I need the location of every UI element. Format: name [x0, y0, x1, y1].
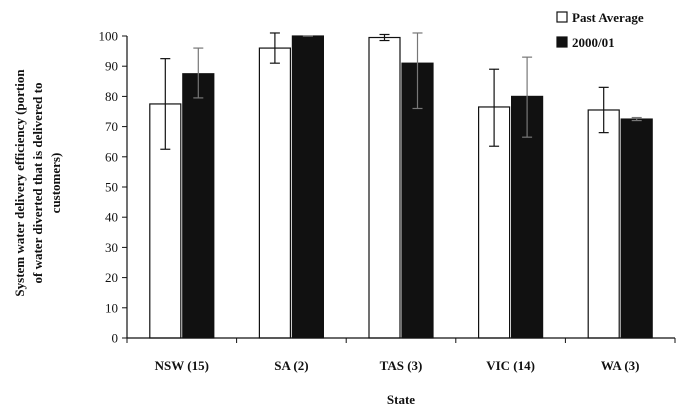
- bar-2000-01: [620, 118, 653, 339]
- y-tick-label: 70: [105, 119, 118, 134]
- x-axis-title: State: [387, 392, 415, 407]
- x-tick-label: NSW (15): [155, 358, 209, 373]
- bar-2000-01: [511, 95, 544, 339]
- x-tick-label: VIC (14): [486, 358, 535, 373]
- y-tick-label: 0: [112, 331, 119, 346]
- axes: 0 10 20 30 40 50 60 70 80 90 100 NSW (15) SA (2) TAS …: [99, 29, 676, 373]
- y-tick-label: 40: [105, 210, 118, 225]
- legend-swatch: [556, 36, 568, 48]
- axis-titles: State System water delivery efficiency (p…: [12, 69, 415, 407]
- y-axis-title-line: of water diverted that is delivered to: [30, 83, 45, 284]
- x-tick-label: WA (3): [601, 358, 640, 373]
- y-axis-title-line: System water delivery efficiency (portio…: [12, 69, 27, 297]
- x-tick-label: TAS (3): [380, 358, 423, 373]
- y-tick-label: 20: [105, 270, 118, 285]
- y-tick-label: 90: [105, 59, 118, 74]
- legend-swatch: [556, 11, 568, 23]
- bar-2000-01: [291, 35, 324, 339]
- y-tick-label: 10: [105, 300, 118, 315]
- y-tick-label: 50: [105, 180, 118, 195]
- legend: Past Average 2000/01: [556, 10, 644, 50]
- y-axis-title-line: customers): [48, 153, 63, 214]
- y-tick-label: 30: [105, 240, 118, 255]
- bar-past-average: [368, 36, 401, 339]
- plot-area: [149, 32, 653, 339]
- bar-past-average: [587, 109, 620, 339]
- y-tick-label: 80: [105, 89, 118, 104]
- y-tick-label: 60: [105, 149, 118, 164]
- x-tick-label: SA (2): [274, 358, 308, 373]
- bar-2000-01: [182, 73, 215, 339]
- bar-past-average: [258, 47, 291, 339]
- legend-label: 2000/01: [572, 35, 615, 50]
- legend-label: Past Average: [572, 10, 644, 25]
- y-tick-label: 100: [99, 29, 119, 44]
